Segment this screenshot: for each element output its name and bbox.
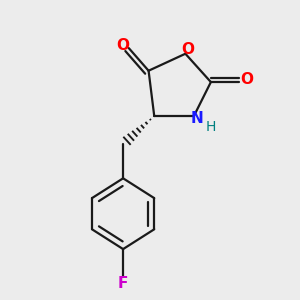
Text: N: N: [190, 111, 203, 126]
Text: H: H: [206, 120, 216, 134]
Text: O: O: [182, 42, 195, 57]
Text: O: O: [240, 72, 253, 87]
Text: F: F: [118, 276, 128, 291]
Text: O: O: [117, 38, 130, 53]
